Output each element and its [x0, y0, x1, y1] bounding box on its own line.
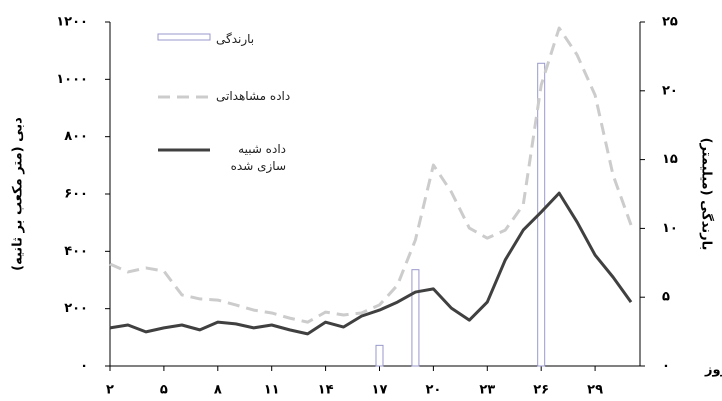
y-tick-label: ۴۰۰: [64, 244, 88, 259]
legend-label: داده مشاهداتی: [216, 89, 291, 103]
legend-swatch: [157, 33, 211, 41]
legend-label: بارندگی: [216, 32, 255, 46]
y-tick-label: ۰: [80, 359, 88, 374]
y-tick-label: ۸۰۰: [64, 129, 88, 144]
x-tick-label: ۲۰: [425, 383, 441, 398]
y2-tick-label: ۱۰: [662, 221, 678, 236]
x-tick-label: ۱۱: [264, 383, 280, 398]
y2-tick-label: ۵: [662, 290, 670, 305]
y-tick-label: ۱۲۰۰: [56, 15, 88, 30]
discharge-line: [109, 26, 633, 324]
y-tick-label: ۲۰۰: [64, 301, 88, 316]
y2-tick-label: ۱۵: [662, 152, 678, 167]
y2-axis-title: بارندگی (میلیمتر): [699, 138, 715, 251]
legend-label: داده شبیه سازی شده: [230, 142, 286, 173]
x-tick-label: ۸: [214, 383, 222, 398]
precipitation-bar: [411, 269, 420, 367]
x-tick-label: ۲۳: [479, 383, 495, 398]
x-tick-label: ۱۴: [318, 383, 334, 398]
y-tick-label: ۱۰۰۰: [56, 72, 88, 87]
y2-tick-label: ۰: [662, 359, 670, 374]
x-axis-title: روز: [704, 363, 722, 378]
x-tick-label: ۲۹: [587, 383, 603, 398]
y2-tick-label: ۲۵: [662, 15, 678, 30]
x-tick-label: ۱۷: [372, 383, 388, 398]
y2-tick-label: ۲۰: [662, 83, 678, 98]
x-tick-label: ۵: [160, 383, 168, 398]
x-tick-label: ۲: [106, 383, 114, 398]
precipitation-bar: [375, 344, 384, 367]
y-axis-title: دبی (متر مکعب بر ثانیه): [11, 117, 26, 271]
discharge-line: [109, 191, 633, 336]
y-tick-label: ۶۰۰: [64, 187, 88, 202]
x-tick-label: ۲۶: [533, 383, 549, 398]
